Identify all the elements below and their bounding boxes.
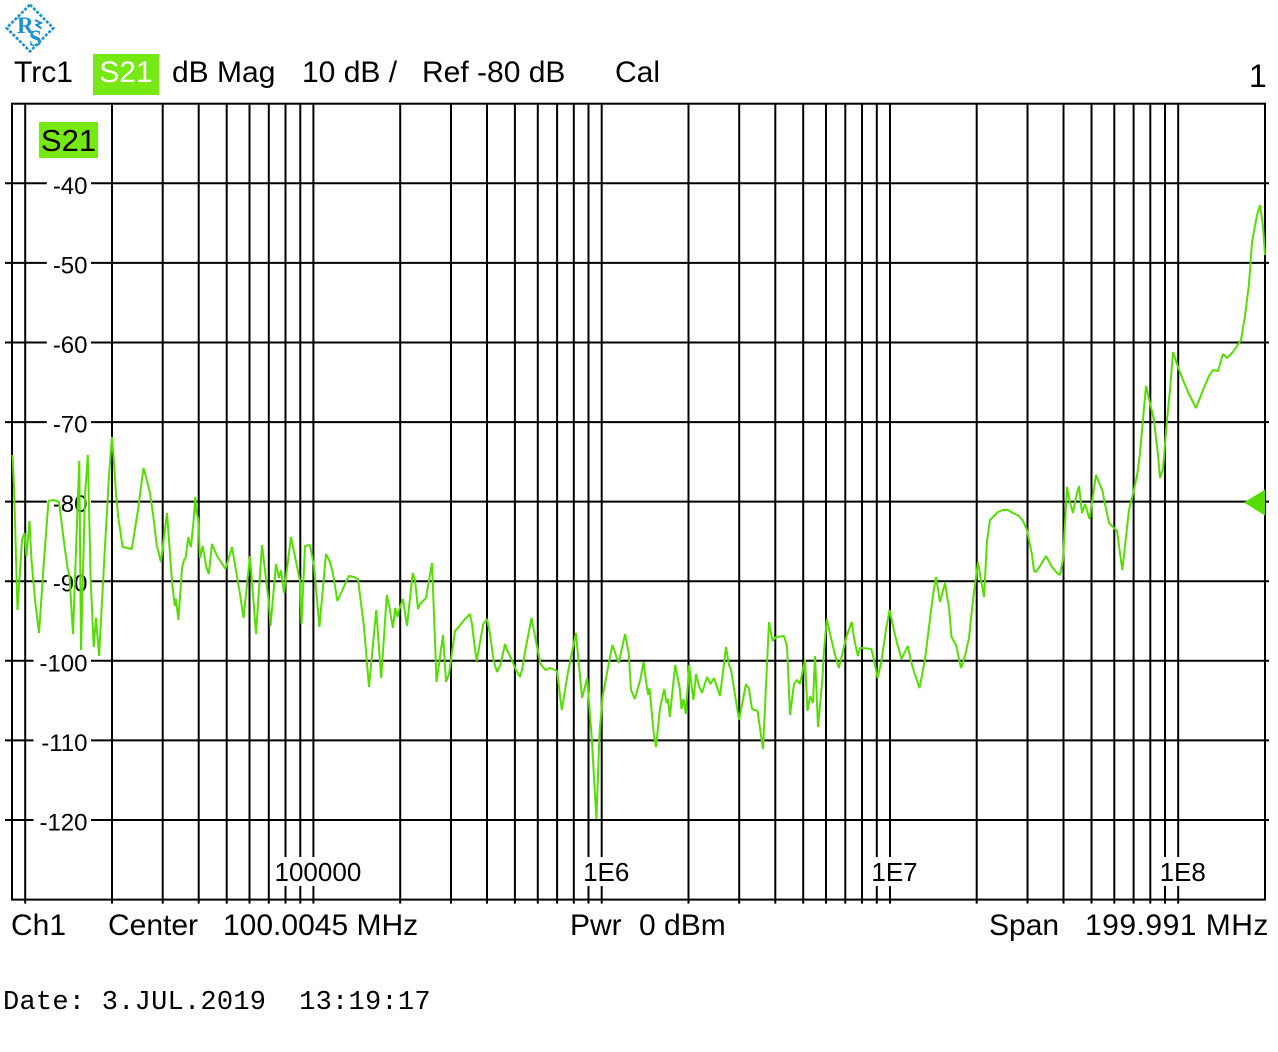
- svg-text:-100: -100: [39, 650, 87, 677]
- svg-text:-120: -120: [39, 810, 87, 837]
- svg-text:R: R: [17, 13, 34, 38]
- svg-text:1E7: 1E7: [871, 857, 917, 887]
- svg-text:-80: -80: [53, 491, 88, 518]
- svg-text:S21: S21: [41, 123, 96, 158]
- svg-text:-70: -70: [53, 412, 88, 439]
- svg-text:100000: 100000: [275, 857, 362, 887]
- svg-text:-60: -60: [53, 332, 88, 359]
- svg-text:1E8: 1E8: [1160, 857, 1206, 887]
- svg-text:1E6: 1E6: [583, 857, 629, 887]
- svg-text:-50: -50: [53, 252, 88, 279]
- svg-text:-40: -40: [53, 173, 88, 200]
- svg-text:-110: -110: [41, 730, 87, 757]
- svg-text:S: S: [29, 26, 42, 51]
